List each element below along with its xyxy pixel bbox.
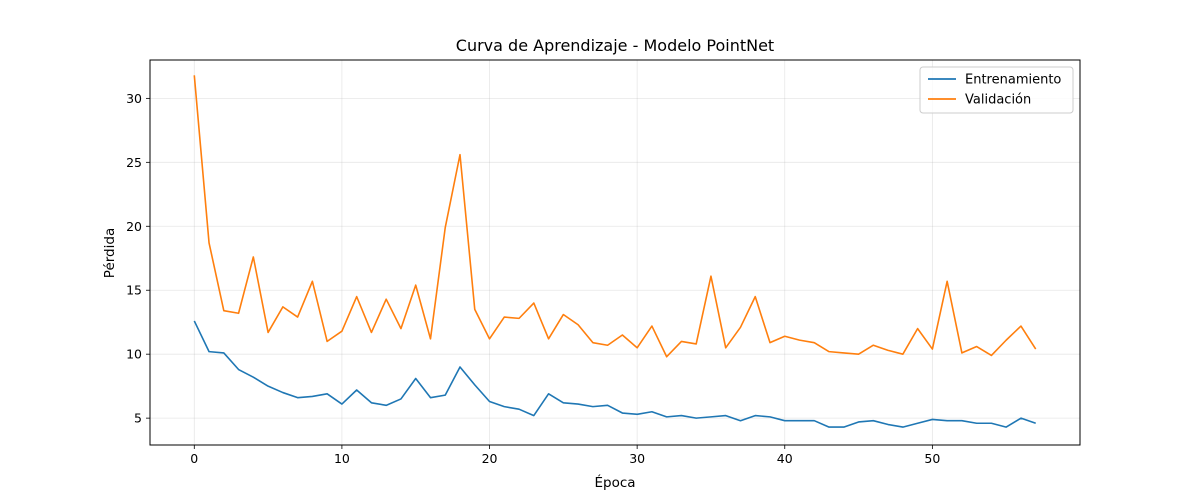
legend-label-validacion: Validación <box>965 93 1031 108</box>
plot-frame <box>149 59 1081 446</box>
legend-label-entrenamiento: Entrenamiento <box>965 73 1061 88</box>
series-line-entrenamiento <box>193 320 1036 428</box>
y-tick-label: 10 <box>126 347 142 362</box>
x-axis-ticks: 0 10 20 30 40 50 <box>190 445 940 466</box>
x-tick-label: 0 <box>190 451 198 466</box>
y-tick-label: 30 <box>126 91 142 106</box>
series-layer <box>193 75 1037 428</box>
legend-box <box>919 66 1074 114</box>
legend: Entrenamiento Validación <box>919 66 1074 114</box>
y-tick-label: 25 <box>126 155 142 170</box>
plot-area <box>150 60 1080 445</box>
x-axis-label: Época <box>594 474 635 491</box>
grid-lines <box>150 60 1080 445</box>
x-tick-label: 40 <box>777 451 793 466</box>
y-tick-label: 5 <box>134 411 142 426</box>
x-tick-label: 20 <box>482 451 498 466</box>
chart-title: Curva de Aprendizaje - Modelo PointNet <box>456 36 774 55</box>
y-tick-label: 15 <box>126 283 142 298</box>
x-tick-label: 10 <box>334 451 350 466</box>
y-axis-ticks: 5 10 15 20 25 30 <box>126 91 150 426</box>
x-tick-label: 30 <box>629 451 645 466</box>
series-line-validacion <box>193 75 1037 358</box>
y-tick-label: 20 <box>126 219 142 234</box>
x-tick-label: 50 <box>924 451 940 466</box>
y-axis-label: Pérdida <box>102 228 118 278</box>
